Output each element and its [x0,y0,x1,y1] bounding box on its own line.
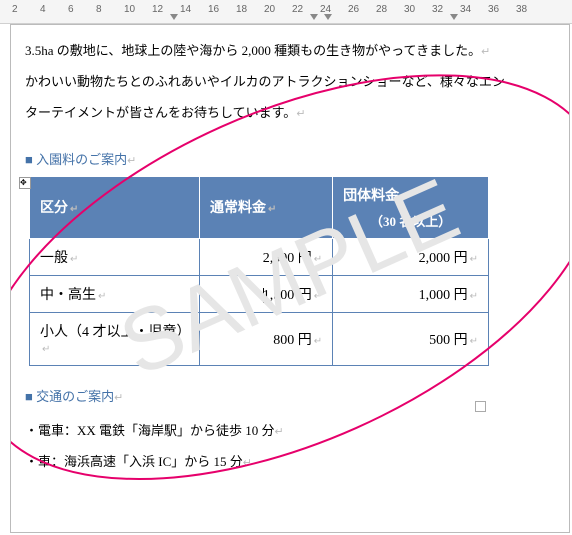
ruler-number: 6 [68,4,74,15]
col-header-group[interactable]: 団体料金↵ （30 名以上） [333,176,489,238]
ruler-number: 16 [208,4,219,15]
ruler-number: 12 [152,4,163,15]
cell-normal-price[interactable]: 800 円↵ [200,312,333,365]
fee-table: 区分↵ 通常料金↵ 団体料金↵ （30 名以上） 一般↵ 2,500 円↵ 2,… [29,176,489,366]
ruler-marker [310,14,318,20]
table-row: 中・高生↵ 1,500 円↵ 1,000 円↵ [30,275,489,312]
horizontal-ruler: 2468101214161820222426283032343638 [0,0,572,24]
table-row: 小人（4 才以上・児童）↵ 800 円↵ 500 円↵ [30,312,489,365]
fees-section-heading: 入園料のご案内↵ [25,149,555,168]
col-header-category[interactable]: 区分↵ [30,176,200,238]
cell-category[interactable]: 小人（4 才以上・児童）↵ [30,312,200,365]
cell-group-price[interactable]: 1,000 円↵ [333,275,489,312]
paragraph-mark: ↵ [114,392,123,404]
table-header-row: 区分↵ 通常料金↵ 団体料金↵ （30 名以上） [30,176,489,238]
ruler-number: 38 [516,4,527,15]
group-sub-label: （30 名以上） [343,211,478,230]
ruler-number: 26 [348,4,359,15]
ruler-number: 36 [488,4,499,15]
ruler-number: 4 [40,4,46,15]
table-anchor-icon[interactable]: ✥ [19,177,31,189]
access-heading-text: 交通のご案内 [36,389,114,404]
ruler-number: 34 [460,4,471,15]
ruler-number: 32 [432,4,443,15]
document-page: 3.5ha の敷地に、地球上の陸や海から 2,000 種類もの生き物がやってきま… [10,24,570,533]
ruler-number: 18 [236,4,247,15]
ruler-number: 8 [96,4,102,15]
paragraph-mark: ↵ [296,108,305,120]
ruler-marker [170,14,178,20]
ruler-number: 10 [124,4,135,15]
access-train: ・電車：XX 電鉄「海岸駅」から徒歩 10 分↵ [25,415,555,446]
paragraph-mark: ↵ [243,457,252,469]
access-car: ・車：海浜高速「入浜 IC」から 15 分↵ [25,446,555,477]
table-end-marker [475,401,486,412]
paragraph-mark: ↵ [481,46,490,58]
cell-group-price[interactable]: 500 円↵ [333,312,489,365]
cell-category[interactable]: 一般↵ [30,238,200,275]
ruler-number: 28 [376,4,387,15]
fees-heading-text: 入園料のご案内 [36,152,127,167]
col-header-normal[interactable]: 通常料金↵ [200,176,333,238]
paragraph-mark: ↵ [275,426,284,438]
ruler-number: 30 [404,4,415,15]
cell-normal-price[interactable]: 2,500 円↵ [200,238,333,275]
table-row: 一般↵ 2,500 円↵ 2,000 円↵ [30,238,489,275]
ruler-number: 22 [292,4,303,15]
ruler-number: 14 [180,4,191,15]
ruler-marker [450,14,458,20]
ruler-marker [324,14,332,20]
paragraph-line-1: 3.5ha の敷地に、地球上の陸や海から 2,000 種類もの生き物がやってきま… [25,43,481,58]
paragraph-mark: ↵ [127,155,136,167]
ruler-number: 20 [264,4,275,15]
access-list: ・電車：XX 電鉄「海岸駅」から徒歩 10 分↵ ・車：海浜高速「入浜 IC」か… [25,415,555,477]
paragraph-line-3: ターテイメントが皆さんをお待ちしています。 [25,105,296,120]
paragraph-line-2: かわいい動物たちとのふれあいやイルカのアトラクションショーなど、様々なエン [25,74,505,89]
cell-group-price[interactable]: 2,000 円↵ [333,238,489,275]
ruler-number: 2 [12,4,18,15]
cell-normal-price[interactable]: 1,500 円↵ [200,275,333,312]
intro-paragraph: 3.5ha の敷地に、地球上の陸や海から 2,000 種類もの生き物がやってきま… [25,35,555,129]
cell-category[interactable]: 中・高生↵ [30,275,200,312]
